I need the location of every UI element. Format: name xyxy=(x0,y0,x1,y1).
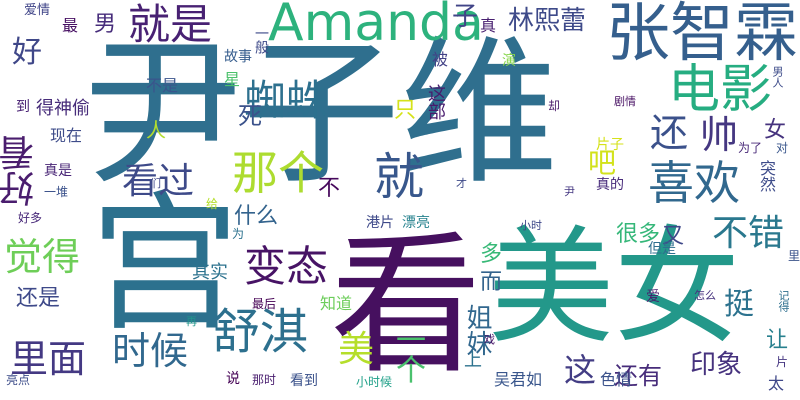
word-kan: 看 xyxy=(330,217,482,394)
word-amanda: Amanda xyxy=(268,0,484,53)
word-que: 却 xyxy=(548,99,561,113)
word-shang: 上 xyxy=(464,350,482,371)
word-er: 而 xyxy=(480,270,503,295)
word-mei-nv: 美女 xyxy=(488,214,740,361)
word-ji-de: 记得 xyxy=(777,290,790,312)
word-ren: 人 xyxy=(146,118,166,142)
word-qi-shi: 其实 xyxy=(192,262,228,283)
word-jiu: 就 xyxy=(374,148,424,206)
word-ai-qing: 爱情 xyxy=(24,3,51,18)
word-na-ge: 那个 xyxy=(232,146,324,200)
word-nan-ren: 男人 xyxy=(771,66,784,88)
word-zhen-de: 真的 xyxy=(596,177,624,193)
word-zai: 再 xyxy=(186,315,197,328)
word-hao-kan: 好看 xyxy=(0,135,40,207)
word-duo: 多 xyxy=(480,242,503,267)
word-yin-xiang: 印象 xyxy=(690,350,743,380)
word-bian-tai: 变态 xyxy=(244,242,329,291)
word-dao: 到 xyxy=(16,99,30,115)
word-wei: 为 xyxy=(232,227,245,241)
word-zui-hou: 最后 xyxy=(252,297,277,311)
word-li-mian: 里面 xyxy=(10,337,87,381)
word-hai-shi: 还是 xyxy=(16,286,61,311)
word-zhe-bu: 这部 xyxy=(425,84,446,120)
word-nv: 女 xyxy=(764,118,787,143)
word-tai: 太 xyxy=(768,374,785,393)
word-shi-hou: 时候 xyxy=(112,329,189,373)
word-wei-le: 为了 xyxy=(738,141,763,155)
word-xian-zai: 现在 xyxy=(50,126,83,145)
word-men: 们 xyxy=(150,177,161,190)
word-bei: 被 xyxy=(432,50,449,69)
word-wu-jun-ru: 吴君如 xyxy=(494,370,543,389)
word-yi-ban: 一般 xyxy=(253,26,269,54)
word-zi: 子 xyxy=(452,2,479,32)
word-kan-guo: 看过 xyxy=(122,161,195,202)
word-bu: 不 xyxy=(318,176,341,201)
word-yin: 尹 xyxy=(564,185,575,198)
word-xiao-shi-hou: 小时候 xyxy=(356,375,393,389)
word-dan-shi: 但是 xyxy=(648,241,676,257)
word-mei: 美 xyxy=(338,329,375,370)
word-hao-duo: 好多 xyxy=(18,211,43,225)
word-tu-ran: 突然 xyxy=(757,160,776,192)
word-zen-me: 怎么 xyxy=(694,289,716,302)
word-de-shen-tou: 得神偷 xyxy=(36,98,90,119)
word-shuai: 帅 xyxy=(700,113,739,157)
word-zhe: 这 xyxy=(564,351,597,389)
word-kan-dao: 看到 xyxy=(290,373,318,389)
word-hao: 好 xyxy=(12,35,42,70)
word-si: 死 xyxy=(238,102,262,130)
word-zhi-dao: 知道 xyxy=(320,294,353,313)
word-bu-cuo: 不错 xyxy=(712,213,785,254)
word-ai: 爱 xyxy=(646,289,660,305)
word-se-qing: 色情 xyxy=(600,370,633,389)
word-nan: 男 xyxy=(94,12,117,37)
word-xing: 星 xyxy=(224,70,241,89)
word-zhen: 真 xyxy=(480,16,497,35)
word-lin-xi-lei: 林熙蕾 xyxy=(508,6,587,36)
word-hai: 还 xyxy=(650,111,689,155)
word-ju-qing: 剧情 xyxy=(614,95,636,108)
word-gang-pian: 港片 xyxy=(366,215,394,231)
word-yan: 演 xyxy=(502,53,516,69)
word-dian-ying: 电影 xyxy=(668,60,773,120)
word-yin-zi-wei: 尹子维 xyxy=(84,22,558,206)
word-jiu-shi: 就是 xyxy=(128,0,213,49)
word-xi-huan: 喜欢 xyxy=(648,156,740,210)
word-gei: 给 xyxy=(206,197,219,211)
word-jue-de: 觉得 xyxy=(4,235,81,279)
word-zhi-zhu: 蜘蛛 xyxy=(244,76,329,125)
word-cai: 才 xyxy=(456,177,467,190)
word-shu-qi: 舒淇 xyxy=(212,304,309,360)
word-hai-you: 还有 xyxy=(614,362,662,390)
word-hen-duo: 很多 xyxy=(616,222,661,247)
word-zhi: 只 xyxy=(394,98,417,123)
word-rang: 让 xyxy=(766,328,789,353)
word-dui: 对 xyxy=(776,141,789,155)
word-gu-shi: 故事 xyxy=(224,49,252,65)
word-liang-dian: 亮点 xyxy=(6,373,31,387)
word-you: 又 xyxy=(662,224,685,249)
word-li: 里 xyxy=(788,249,800,263)
word-xi: 戏 xyxy=(484,333,495,346)
word-zui: 最 xyxy=(62,16,79,35)
word-yi-dui: 一堆 xyxy=(44,185,69,199)
word-bu-shi: 不是 xyxy=(146,76,179,95)
word-ting: 挺 xyxy=(724,287,754,322)
word-pian-zi: 片子 xyxy=(596,137,624,153)
word-xiao-shi: 小时 xyxy=(520,219,542,232)
word-zhen-shi: 真是 xyxy=(44,163,72,179)
word-shuo: 说 xyxy=(226,371,240,387)
word-na-shi: 那时 xyxy=(252,373,277,387)
word-zhang-zhi-lin: 张智霖 xyxy=(606,0,798,71)
word-piao-liang: 漂亮 xyxy=(402,215,430,231)
word-shen-me: 什么 xyxy=(234,204,279,229)
word-jie-mei: 姐妹 xyxy=(462,304,492,356)
word-ba: 吧 xyxy=(584,148,617,176)
word-gong: 宫 xyxy=(90,178,241,352)
word-pian: 片 xyxy=(776,355,789,369)
word-yi-ge: 一个 xyxy=(390,324,425,384)
